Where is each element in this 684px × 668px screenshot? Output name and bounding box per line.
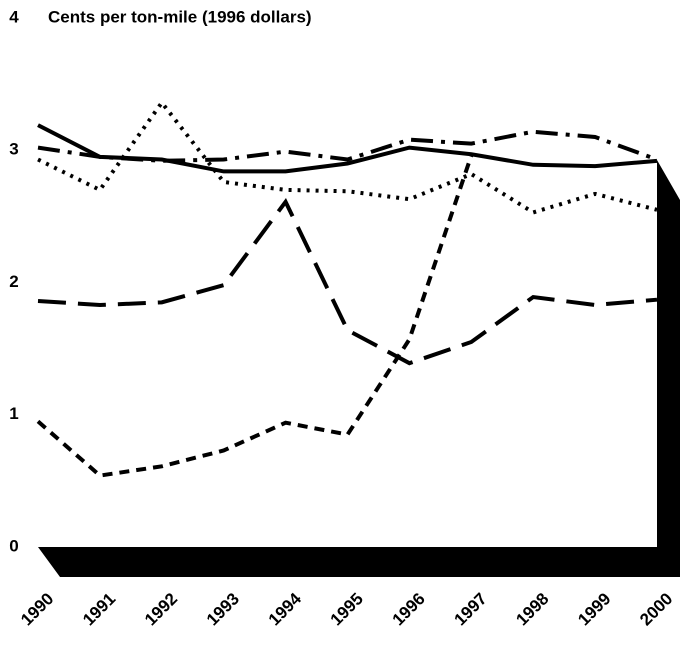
series-line <box>37 123 658 174</box>
series-line <box>37 129 658 163</box>
series-line <box>36 154 474 478</box>
x-tick-label: 1994 <box>265 589 306 630</box>
chart-title: Cents per ton-mile (1996 dollars) <box>48 7 312 26</box>
x-tick-label: 1996 <box>389 589 429 629</box>
x-tick-label: 1992 <box>141 589 181 629</box>
y-tick-label: 0 <box>9 536 18 555</box>
x-tick-label: 1991 <box>79 589 119 629</box>
x-tick-label: 1993 <box>203 589 243 629</box>
x-tick-label: 1995 <box>327 589 367 629</box>
x-tick-label: 1990 <box>17 589 57 629</box>
y-tick-label: 3 <box>9 140 18 159</box>
y-tick-label: 4 <box>9 7 19 26</box>
series-line <box>37 197 658 366</box>
y-tick-label: 2 <box>9 272 18 291</box>
x-tick-label: 2000 <box>636 589 676 629</box>
y-tick-label: 1 <box>9 404 18 423</box>
shadow-frame <box>38 160 680 577</box>
x-tick-label: 1999 <box>574 589 614 629</box>
x-tick-label: 1998 <box>512 589 552 629</box>
x-tick-label: 1997 <box>450 589 490 629</box>
